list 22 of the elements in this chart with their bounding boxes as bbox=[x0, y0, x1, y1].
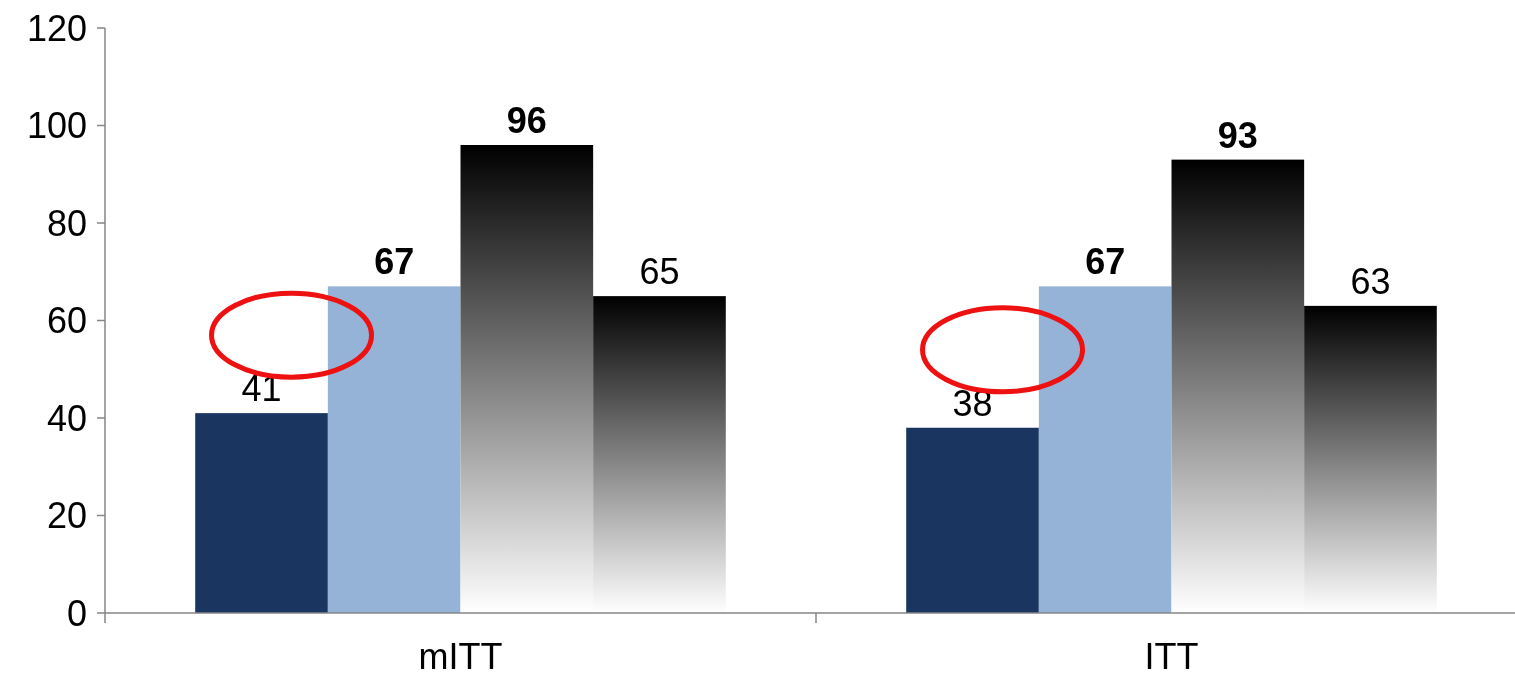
bar bbox=[460, 145, 594, 613]
data-label: 67 bbox=[1085, 241, 1126, 283]
x-tick-label: mITT bbox=[418, 636, 503, 677]
y-tick-label: 40 bbox=[46, 397, 87, 439]
y-tick-label: 20 bbox=[46, 495, 87, 537]
data-label: 65 bbox=[639, 251, 680, 293]
y-tick-label: 100 bbox=[26, 105, 87, 147]
data-label: 96 bbox=[506, 100, 547, 141]
x-tick-label: ITT bbox=[1144, 636, 1199, 677]
y-tick-label: 0 bbox=[66, 592, 87, 634]
y-tick-label: 60 bbox=[46, 300, 87, 342]
y-tick-label: 80 bbox=[46, 202, 87, 244]
bar bbox=[906, 427, 1039, 613]
y-tick-label: 120 bbox=[26, 7, 87, 49]
data-label: 63 bbox=[1350, 260, 1391, 302]
bar bbox=[327, 286, 461, 613]
data-label: 41 bbox=[241, 368, 282, 410]
bar bbox=[1171, 159, 1305, 613]
data-label: 93 bbox=[1217, 114, 1258, 156]
bar bbox=[1038, 286, 1172, 613]
data-label: 67 bbox=[374, 241, 415, 283]
bar bbox=[195, 413, 328, 613]
